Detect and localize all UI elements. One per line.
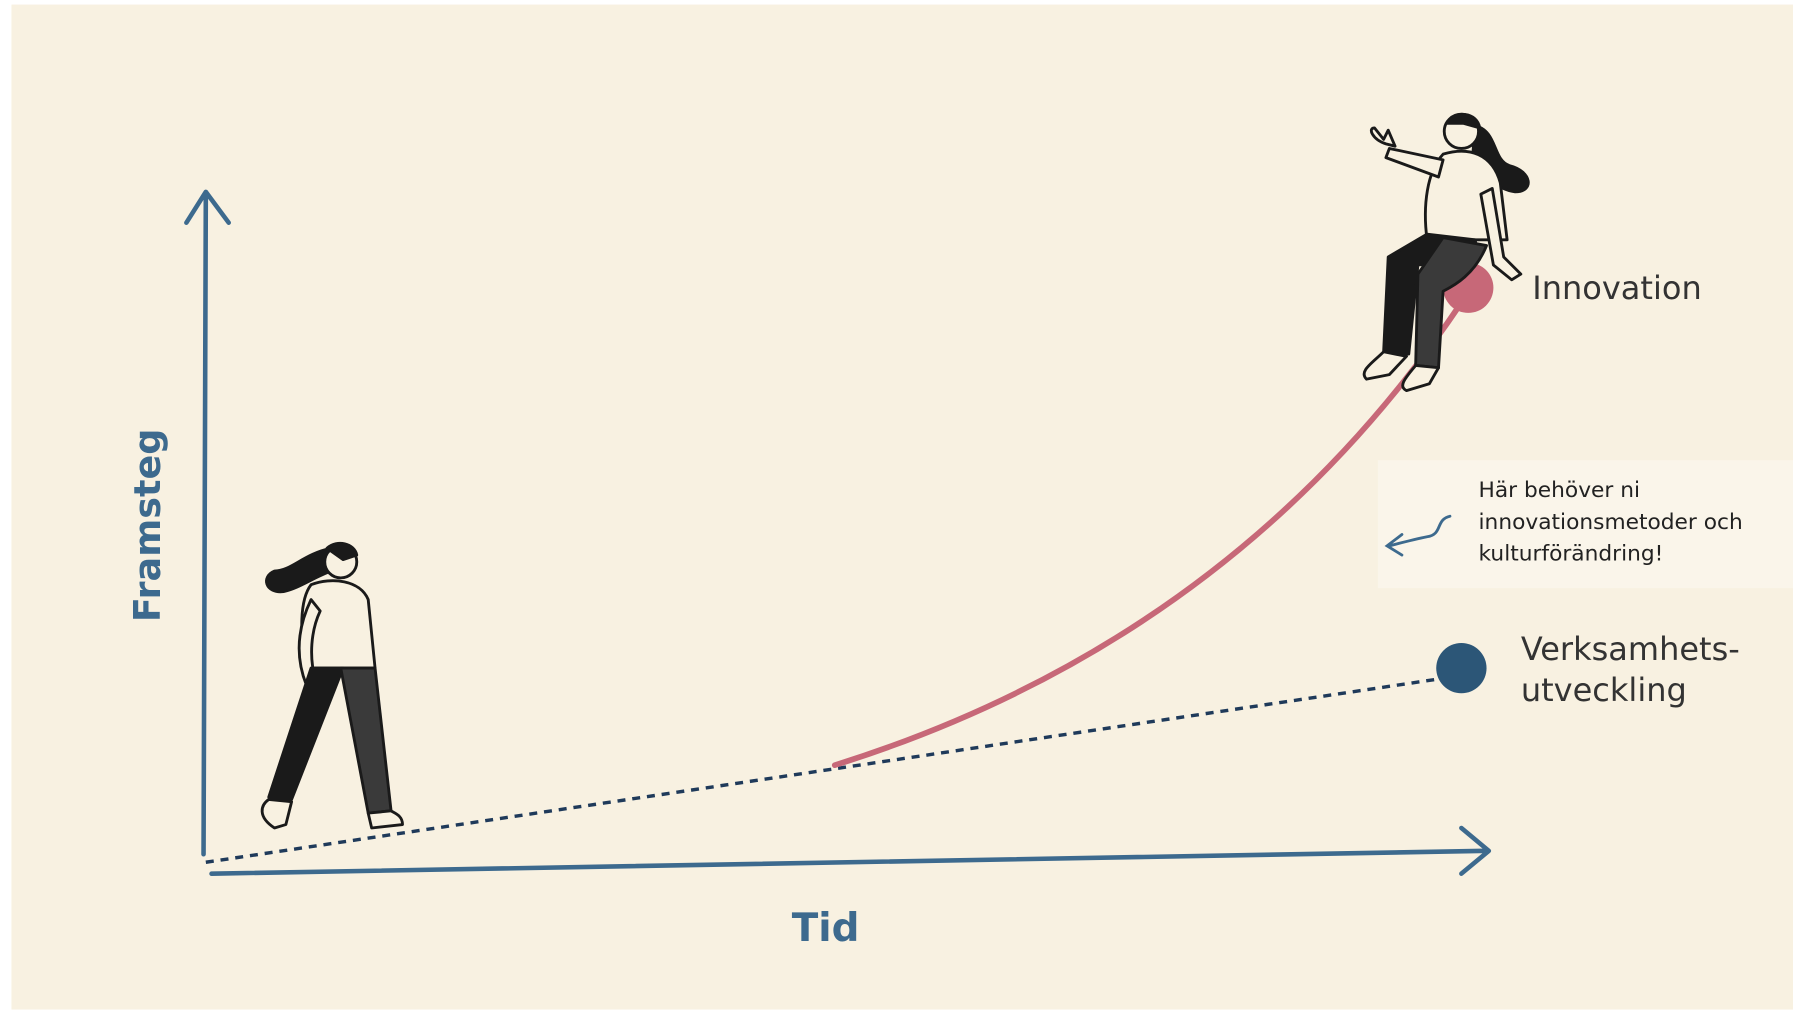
walking-figure <box>260 541 404 830</box>
business-label: Verksamhets- <box>1521 630 1740 668</box>
innovation-label: Innovation <box>1532 269 1701 307</box>
annotation-text: Här behöver ni <box>1479 478 1641 503</box>
annotation-text: kulturförändring! <box>1479 542 1664 567</box>
business-label: utveckling <box>1521 671 1687 709</box>
annotation-box <box>1377 460 1793 589</box>
annotation-text: innovationsmetoder och <box>1479 510 1743 535</box>
sitting-figure <box>1362 112 1530 393</box>
innovation-curve <box>831 299 1465 769</box>
y-axis-label: Framsteg <box>126 429 169 622</box>
annotation-arrow <box>1384 514 1452 557</box>
x-axis <box>209 825 1492 876</box>
business-dot <box>1436 642 1487 694</box>
y-axis <box>184 189 231 857</box>
x-axis-label: Tid <box>792 906 860 951</box>
